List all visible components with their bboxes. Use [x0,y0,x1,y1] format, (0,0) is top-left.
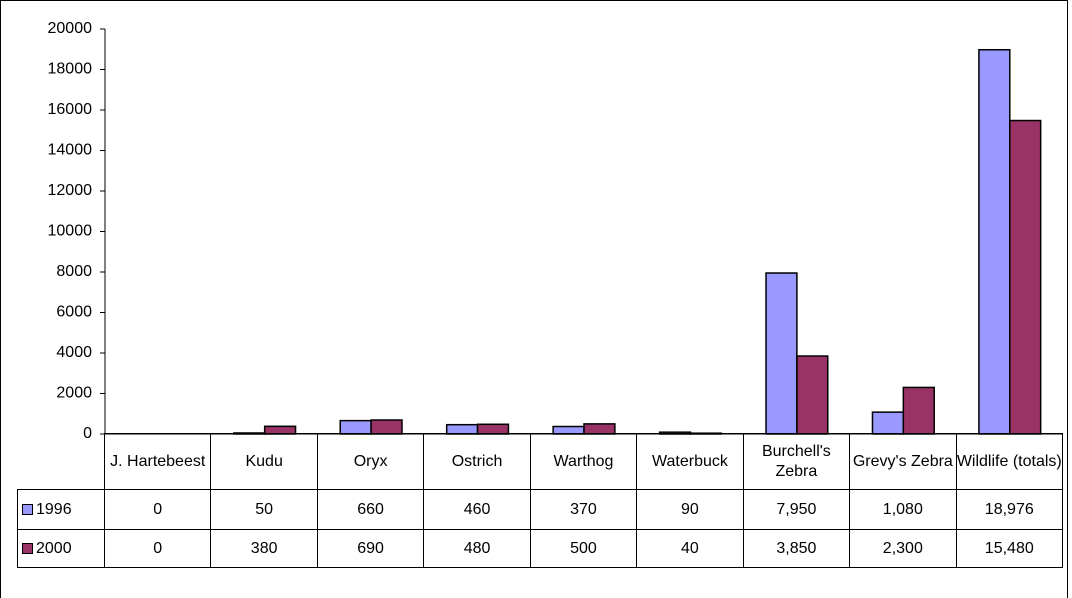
table-value: 0 [104,529,212,568]
table-value: 380 [210,529,318,568]
table-value: 1,080 [849,489,957,530]
table-value: 15,480 [955,529,1063,568]
bar [978,48,1011,435]
y-tick-label: 16000 [48,101,93,118]
y-tick-label: 14000 [48,142,93,159]
category-label: Waterbuck [636,433,744,490]
table-value: 3,850 [742,529,851,568]
table-value: 50 [210,489,318,530]
bar [902,386,935,435]
y-tick-label: 18000 [48,61,93,78]
category-label: Wildlife (totals) [955,433,1063,490]
legend-swatch [22,504,33,515]
table-value: 660 [316,489,425,530]
legend-label: 2000 [36,539,72,557]
category-label: Oryx [316,433,425,490]
table-value: 7,950 [742,489,851,530]
category-label: Warthog [529,433,638,490]
bar [339,419,372,435]
legend-label: 1996 [36,500,72,518]
category-label: Kudu [210,433,318,490]
bar [583,423,616,435]
bar [1009,119,1042,435]
table-value: 690 [316,529,425,568]
table-value: 500 [529,529,638,568]
bar [871,411,905,435]
y-tick-label: 4000 [56,344,92,361]
table-value: 460 [423,489,531,530]
y-tick-label: 20000 [48,20,93,37]
y-tick-label: 0 [83,425,92,442]
bar [765,272,798,435]
legend-entry: 1996 [17,489,105,530]
category-label: J. Hartebeest [104,433,212,490]
category-label: Grevy's Zebra [849,433,957,490]
table-value: 480 [423,529,531,568]
legend-swatch [22,543,33,554]
table-value: 370 [529,489,638,530]
y-tick-label: 2000 [56,385,92,402]
bar [796,355,829,435]
y-tick-label: 6000 [56,304,92,321]
y-tick-label: 8000 [56,263,92,280]
y-tick-label: 10000 [48,223,93,240]
table-value: 18,976 [955,489,1063,530]
table-value: 40 [636,529,744,568]
table-value: 90 [636,489,744,530]
legend-entry: 2000 [17,529,105,568]
table-value: 0 [104,489,212,530]
bar [370,419,403,435]
category-label: Ostrich [423,433,531,490]
y-tick-label: 12000 [48,182,93,199]
category-label: Burchell's Zebra [742,433,851,490]
table-value: 2,300 [849,529,957,568]
